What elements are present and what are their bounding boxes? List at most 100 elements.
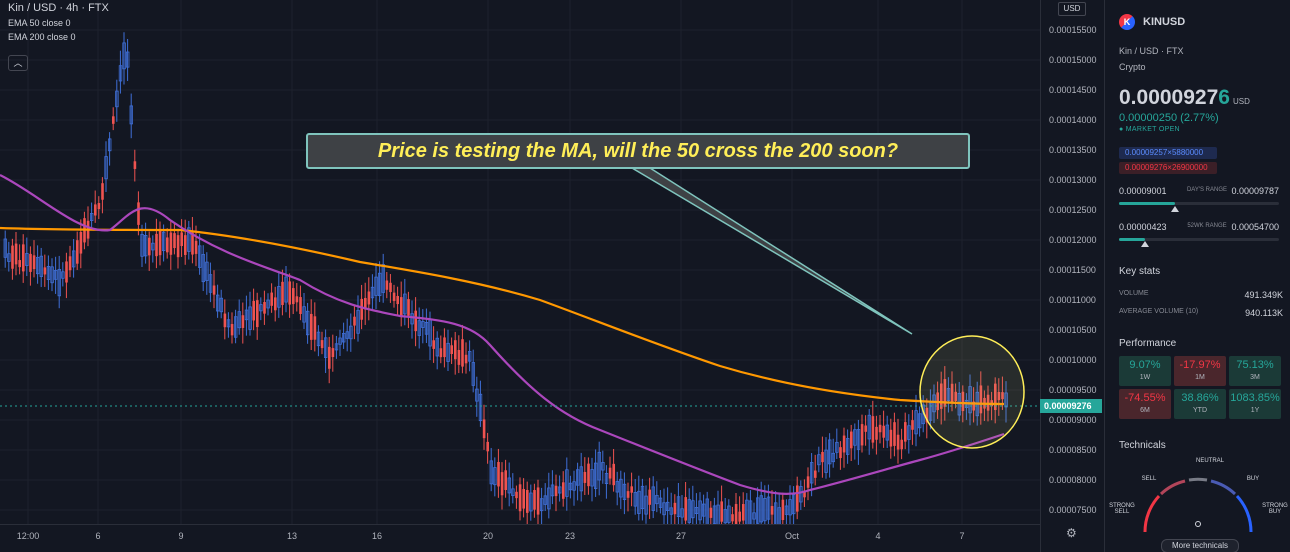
candle xyxy=(777,507,781,524)
legend-ema50[interactable]: EMA 50 close 0 xyxy=(8,18,71,28)
candle xyxy=(90,213,94,221)
candle xyxy=(533,490,536,510)
tech-buy: BUY xyxy=(1246,476,1260,482)
candle xyxy=(201,254,205,283)
candle xyxy=(284,276,288,303)
wk52-range-label: 52WK RANGE xyxy=(1187,223,1227,229)
candle xyxy=(46,266,51,280)
exchange-line[interactable]: Kin / USD · FTX xyxy=(1119,46,1184,56)
candle xyxy=(835,441,839,453)
candle xyxy=(612,463,615,486)
annotation-callout[interactable]: Price is testing the MA, will the 50 cro… xyxy=(306,133,970,169)
candle xyxy=(994,383,997,411)
chart-area[interactable]: Kin / USD · 4h · FTX EMA 50 close 0 EMA … xyxy=(0,0,1040,552)
candle xyxy=(118,65,123,82)
candle xyxy=(39,255,43,277)
candle xyxy=(248,306,252,330)
ask-quote: 0.00009276×26900000 xyxy=(1119,162,1217,174)
candle xyxy=(266,299,270,309)
candle xyxy=(212,285,216,295)
symbol-header[interactable]: K KINUSD xyxy=(1119,14,1185,30)
candle xyxy=(169,232,173,255)
candle xyxy=(662,502,666,516)
performance-period: 1Y xyxy=(1250,407,1260,414)
price-chart[interactable] xyxy=(0,0,1040,524)
candle xyxy=(622,483,627,501)
candle xyxy=(439,348,443,358)
price-tick: 0.00012500 xyxy=(1049,205,1097,215)
candle xyxy=(576,469,580,486)
candle xyxy=(270,292,273,306)
candle xyxy=(432,340,435,349)
candle xyxy=(331,348,335,358)
legend-ema200[interactable]: EMA 200 close 0 xyxy=(8,32,76,42)
time-tick: 9 xyxy=(178,531,184,541)
price-tick: 0.00012000 xyxy=(1049,235,1097,245)
candle xyxy=(803,490,806,498)
candle xyxy=(867,414,871,440)
candle xyxy=(558,486,562,494)
price-tick: 0.00010500 xyxy=(1049,325,1097,335)
candle xyxy=(367,291,371,305)
candle xyxy=(846,438,850,455)
candle xyxy=(954,391,957,402)
candle xyxy=(446,342,450,362)
candle xyxy=(50,266,54,284)
price-currency: USD xyxy=(1232,97,1250,106)
candle xyxy=(590,469,594,487)
candle xyxy=(1001,392,1004,400)
technicals-title[interactable]: Technicals xyxy=(1119,440,1166,451)
candle xyxy=(583,471,587,483)
candle xyxy=(417,320,421,336)
candle xyxy=(940,383,943,409)
candle xyxy=(345,331,349,339)
technicals-gauge[interactable] xyxy=(1135,466,1261,538)
candle xyxy=(543,495,547,505)
candle xyxy=(328,346,331,369)
currency-select[interactable]: USD xyxy=(1058,2,1086,16)
candle xyxy=(129,105,133,125)
candle xyxy=(356,309,360,334)
chevron-up-icon[interactable]: ︿ xyxy=(8,55,28,71)
price-axis[interactable]: 0.00015500 0.00015000 0.00014500 0.00014000… xyxy=(1040,0,1102,552)
candle xyxy=(568,482,573,491)
candle xyxy=(338,337,342,345)
wk52-range: 0.00000423 52WK RANGE 0.00054700 xyxy=(1119,222,1279,247)
candle xyxy=(381,264,385,293)
gear-icon[interactable]: ⚙ xyxy=(1066,526,1077,540)
time-axis[interactable]: 12:00 6 9 13 16 20 23 27 Oct 4 7 xyxy=(0,524,1040,552)
candle xyxy=(143,235,148,257)
key-stats-title[interactable]: Key stats xyxy=(1119,266,1161,277)
candle xyxy=(424,321,429,335)
candle xyxy=(806,476,810,488)
wk52-range-high: 0.00054700 xyxy=(1231,222,1279,232)
candle xyxy=(400,297,403,317)
candle xyxy=(893,422,896,446)
candle xyxy=(101,183,104,200)
candle xyxy=(295,296,299,303)
candle xyxy=(57,269,61,297)
candle xyxy=(464,354,468,364)
candle xyxy=(821,451,824,463)
performance-value: -17.97% xyxy=(1179,359,1221,371)
candle xyxy=(166,237,169,253)
candle xyxy=(723,509,727,524)
candle xyxy=(435,337,439,357)
price-tick: 0.00013500 xyxy=(1049,145,1097,155)
performance-period: 3M xyxy=(1250,374,1260,381)
candle xyxy=(687,499,691,523)
candle xyxy=(364,297,367,310)
candle xyxy=(223,313,227,328)
candle xyxy=(353,316,356,326)
candle xyxy=(875,426,878,440)
price-last-digit: 6 xyxy=(1218,86,1230,109)
candle xyxy=(572,481,576,491)
candle xyxy=(961,391,965,412)
performance-cell: 1083.85% 1Y xyxy=(1229,389,1281,419)
more-technicals-button[interactable]: More technicals xyxy=(1161,539,1239,552)
candle xyxy=(986,394,990,411)
performance-title[interactable]: Performance xyxy=(1119,338,1177,349)
candle xyxy=(233,316,238,338)
candle xyxy=(554,485,558,497)
symbol-type: Crypto xyxy=(1119,62,1146,72)
